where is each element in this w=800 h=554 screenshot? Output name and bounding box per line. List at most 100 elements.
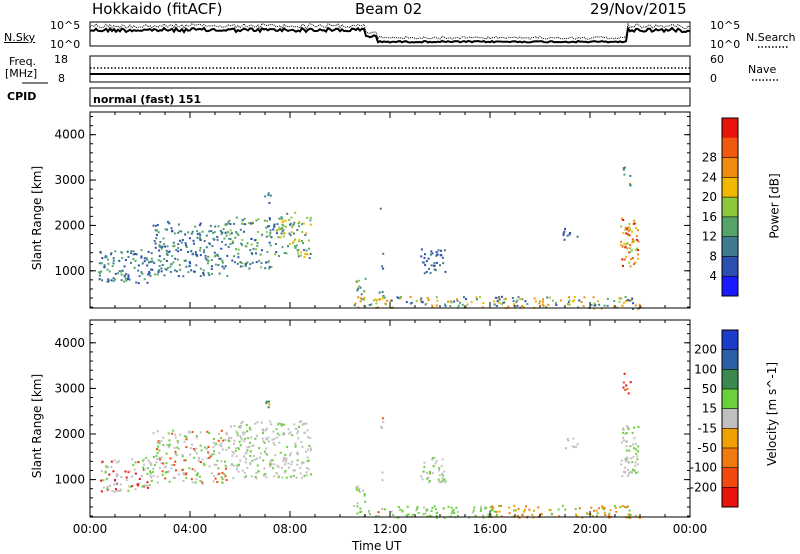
data-point xyxy=(513,504,516,507)
data-point xyxy=(626,298,629,301)
data-point xyxy=(123,275,126,278)
data-point xyxy=(517,296,520,299)
data-point xyxy=(125,476,128,479)
data-point xyxy=(423,272,426,275)
data-point xyxy=(135,281,138,284)
data-point xyxy=(302,242,304,245)
colorbar-segment xyxy=(722,276,738,297)
data-point xyxy=(498,298,501,301)
data-point xyxy=(399,296,402,299)
data-point xyxy=(140,271,143,274)
data-point xyxy=(566,234,569,237)
data-point xyxy=(160,462,163,465)
data-point xyxy=(288,243,291,245)
data-point xyxy=(225,448,228,451)
data-point xyxy=(427,257,430,260)
colorbar-segment xyxy=(722,118,738,139)
data-point xyxy=(172,245,175,248)
data-point xyxy=(630,299,633,302)
data-point xyxy=(580,300,583,303)
cpid-label: CPID xyxy=(7,90,37,103)
data-point xyxy=(214,255,216,258)
data-point xyxy=(270,266,273,268)
data-point xyxy=(415,509,418,512)
power-ylabel: Slant Range [km] xyxy=(30,165,45,271)
data-point xyxy=(633,447,635,450)
data-point xyxy=(158,265,161,267)
data-point xyxy=(284,469,287,472)
data-point xyxy=(220,476,223,479)
data-point xyxy=(165,452,168,455)
data-point xyxy=(423,461,426,464)
data-point xyxy=(421,301,424,304)
data-point xyxy=(453,300,456,303)
data-point xyxy=(158,244,161,247)
data-point xyxy=(106,268,109,271)
data-point xyxy=(264,437,267,440)
data-point xyxy=(198,475,201,478)
data-point xyxy=(444,304,447,307)
data-point xyxy=(255,261,258,264)
data-point xyxy=(116,474,119,477)
data-point xyxy=(234,236,237,239)
data-point xyxy=(513,304,515,307)
data-point xyxy=(427,481,430,484)
data-point xyxy=(465,298,467,301)
data-point xyxy=(273,475,276,478)
data-point xyxy=(534,300,537,303)
data-point xyxy=(374,298,377,301)
data-point xyxy=(246,261,249,264)
data-point xyxy=(185,265,188,268)
data-point xyxy=(205,234,208,237)
data-point xyxy=(216,473,219,476)
data-point xyxy=(118,270,121,272)
data-point xyxy=(620,459,623,462)
data-point xyxy=(397,506,400,508)
noise-panel-frame xyxy=(89,21,691,47)
data-point xyxy=(112,262,115,265)
data-point xyxy=(447,505,450,508)
data-point xyxy=(164,245,167,248)
data-point xyxy=(278,441,281,444)
data-point xyxy=(627,299,630,302)
data-point xyxy=(282,229,285,232)
data-point xyxy=(518,516,521,519)
data-point xyxy=(360,510,363,513)
data-point xyxy=(131,485,134,488)
data-point xyxy=(440,254,443,256)
data-point xyxy=(622,265,624,267)
data-point xyxy=(516,514,519,517)
data-point xyxy=(272,467,274,470)
data-point xyxy=(154,242,157,245)
data-point xyxy=(201,482,204,485)
data-point xyxy=(152,224,155,227)
colorbar-frame xyxy=(721,117,739,297)
colorbar-tick-label: 20 xyxy=(702,190,717,204)
data-point xyxy=(294,442,297,445)
data-point xyxy=(424,264,427,267)
data-point xyxy=(421,478,424,481)
data-point xyxy=(629,445,632,448)
data-point xyxy=(265,235,268,238)
data-point xyxy=(493,300,495,303)
data-point xyxy=(190,232,193,235)
data-point xyxy=(361,298,364,301)
data-point xyxy=(359,491,362,494)
data-point xyxy=(148,484,151,487)
data-point xyxy=(148,271,151,273)
data-point xyxy=(526,303,529,305)
data-point xyxy=(137,461,140,464)
data-point xyxy=(230,437,233,440)
data-point xyxy=(213,231,216,234)
data-point xyxy=(168,250,171,253)
data-point xyxy=(377,511,380,514)
data-point xyxy=(264,429,267,432)
data-point xyxy=(555,304,558,306)
data-point xyxy=(199,479,202,482)
data-point xyxy=(309,216,312,219)
colorbar-segment xyxy=(722,408,738,429)
colorbar-segment xyxy=(722,467,738,488)
data-point xyxy=(493,303,496,306)
data-point xyxy=(141,272,144,275)
data-point xyxy=(163,243,166,246)
